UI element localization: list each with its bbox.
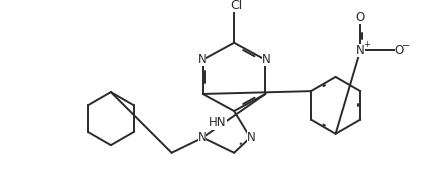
Text: N: N bbox=[198, 53, 206, 66]
Text: O: O bbox=[395, 44, 404, 57]
Text: +: + bbox=[364, 40, 370, 49]
Text: N: N bbox=[356, 44, 364, 57]
Text: −: − bbox=[402, 41, 410, 51]
Text: O: O bbox=[356, 11, 365, 24]
Text: HN: HN bbox=[209, 116, 227, 129]
Text: Cl: Cl bbox=[230, 0, 242, 12]
Text: N: N bbox=[247, 131, 256, 144]
Text: N: N bbox=[262, 53, 271, 66]
Text: N: N bbox=[198, 131, 206, 144]
